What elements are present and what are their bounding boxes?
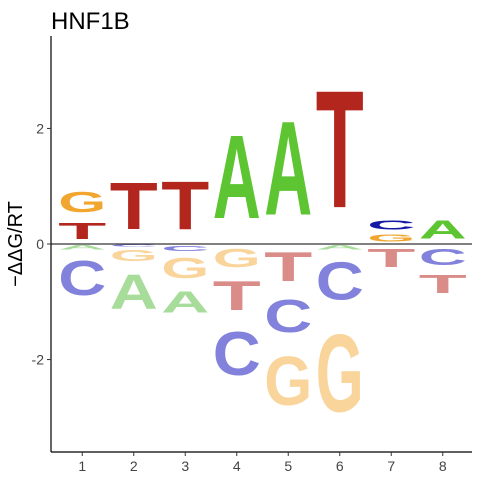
x-tick-label: 4	[233, 458, 241, 474]
logo-letter-a-pos4: A	[213, 112, 261, 244]
logo-letter-c-neg8: C	[419, 244, 467, 270]
logo-letter-g-pos7: G	[367, 233, 415, 244]
chart-title: HNF1B	[51, 8, 130, 35]
x-tick-label: 7	[387, 458, 395, 474]
logo-letter-t-neg8: T	[419, 270, 467, 299]
y-tick-label: 0	[36, 236, 44, 252]
logo-letter-t-pos2: T	[110, 170, 158, 244]
logo-letter-g-neg5: G	[264, 341, 312, 419]
x-tick-label: 6	[336, 458, 344, 474]
logo-letter-g-neg2: G	[110, 247, 158, 265]
x-tick-label: 8	[439, 458, 447, 474]
logo-letter-c-neg2: C	[110, 244, 158, 247]
logo-letter-c-pos7: C	[367, 218, 415, 232]
logo-letter-g-neg6: G	[316, 313, 364, 437]
logo-letter-g-pos1: G	[58, 187, 106, 218]
logo-letter-t-neg7: T	[367, 244, 415, 273]
logo-letter-a-neg1: A	[58, 244, 106, 251]
logo-letter-g-neg3: G	[161, 253, 209, 284]
x-tick-label: 1	[78, 458, 86, 474]
logo-letter-t-pos3: T	[161, 167, 209, 244]
logo-letter-c-neg4: C	[213, 319, 261, 388]
logo-letter-a-neg3: A	[161, 284, 209, 319]
logo-letter-t-pos1: T	[58, 218, 106, 244]
logo-letter-c-neg5: C	[264, 291, 312, 343]
logo-letter-a-neg2: A	[110, 265, 158, 320]
y-axis-ticks: -2 0 2	[32, 120, 51, 368]
logo-letter-t-pos6: T	[316, 55, 364, 243]
logo-letter-t-neg4: T	[213, 273, 261, 319]
x-tick-label: 2	[130, 458, 138, 474]
x-tick-label: 5	[284, 458, 292, 474]
logo-letter-c-neg6: C	[316, 251, 364, 312]
x-axis-ticks: 1 2 3 4 5 6 7 8	[78, 452, 447, 474]
logo-letter-t-neg5: T	[264, 244, 312, 290]
x-tick-label: 3	[181, 458, 189, 474]
logo-letter-a-neg6: A	[316, 244, 364, 251]
logo-letter-a-pos8: A	[419, 215, 467, 244]
y-tick-label: 2	[36, 120, 44, 136]
logo-letter-c-neg1: C	[58, 251, 106, 306]
logo-letter-a-pos5: A	[264, 94, 312, 244]
y-tick-label: -2	[32, 352, 45, 368]
y-axis-label: −ΔΔG/RT	[5, 201, 27, 287]
logo-letter-g-neg4: G	[213, 244, 261, 273]
logo-letter-c-neg3: C	[161, 244, 209, 253]
